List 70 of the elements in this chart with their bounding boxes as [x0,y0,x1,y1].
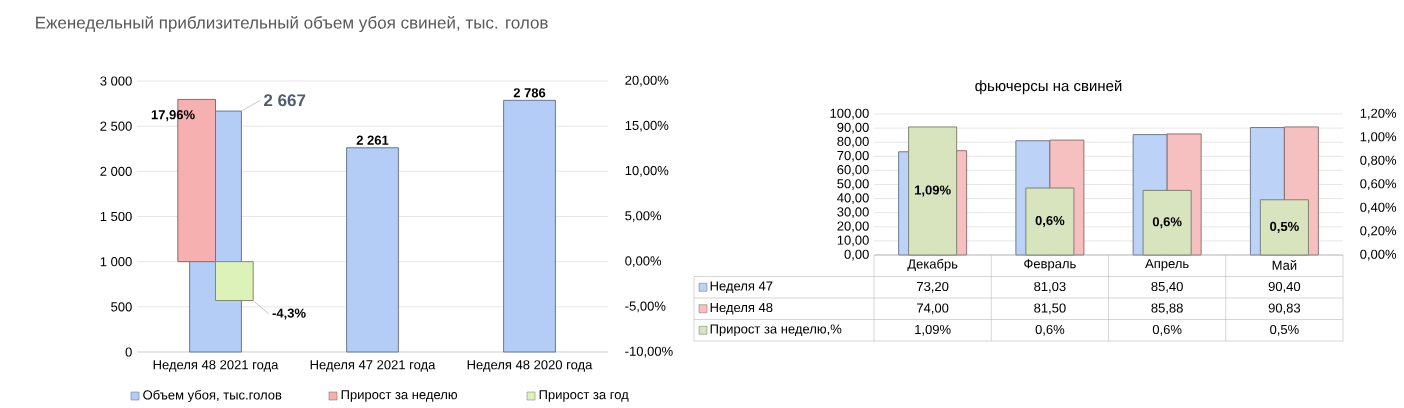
y-tick-label: 1 500 [100,211,132,222]
data-label: 90,83 [1268,303,1301,315]
y-tick-label: 1 000 [100,257,132,267]
y2-tick-label: 1,20% [1360,108,1397,120]
data-label: -4,3% [272,308,306,320]
legend-label: Объем убоя, тыс.голов [143,389,282,403]
text: 0,5% [1270,221,1299,233]
y-tick-label: 3 000 [100,76,132,86]
data-label: 90,40 [1268,281,1301,293]
y2-tick-label: 0,40% [1360,202,1397,214]
y2-tick-label: -5,00% [625,301,666,313]
text: 0,6% [1035,215,1065,228]
y-tick-label: 40,00 [837,193,869,204]
legend-label: Неделя 47 [710,281,773,294]
data-label: 0,5% [1270,324,1299,336]
bar [346,147,399,353]
legend-label: Неделя 48 [710,302,773,315]
data-label: 85,40 [1151,281,1183,293]
legend-label: Прирост за неделю,% [710,324,842,337]
chart-title: фьючерсы на свиней [975,79,1122,95]
data-label: 0,6% [1152,324,1182,336]
data-label: 85,88 [1151,303,1183,315]
y-tick-label: 90,00 [837,122,869,134]
y2-tick-label: 5,00% [625,211,662,222]
y2-tick-label: 0,00% [1360,249,1397,261]
y2-tick-label: 20,00% [625,75,669,87]
y2-tick-label: 0,00% [625,256,662,268]
y2-tick-label: 1,00% [1360,132,1397,143]
y-tick-label: 20,00 [837,221,869,233]
y-tick-label: 80,00 [837,136,869,148]
data-label: 0,6% [1035,324,1065,336]
y-tick-label: 500 [111,302,132,312]
y-tick-label: 70,00 [837,150,869,162]
legend-label: Прирост за неделю [341,390,458,402]
y-tick-label: 0,00 [844,249,869,261]
text: 0,6% [1152,217,1182,229]
data-label: 2 786 [513,88,546,98]
x-tick-label: Апрель [1145,259,1189,271]
data-label: 81,50 [1034,303,1066,315]
y-tick-label: 100,00 [830,108,869,120]
y-tick-label: 2 500 [100,121,132,131]
x-tick-label: Февраль [1024,259,1076,271]
y2-tick-label: 15,00% [625,120,669,132]
x-tick-label: Май [1272,260,1297,270]
y2-tick-label: 0,80% [1360,155,1397,167]
data-label: 74,00 [917,303,949,315]
chart-title: Еженедельный приблизительный объем убоя свиней, тыс. голов [36,15,548,33]
legend-label: Прирост за год [539,390,629,402]
data-label: 17,96% [151,110,195,122]
data-label: 73,20 [917,281,949,293]
data-label: 2 667 [264,94,306,107]
y2-tick-label: 0,60% [1360,179,1397,190]
data-label: 1,09% [915,324,951,336]
data-label: 2 261 [356,135,389,145]
y-tick-label: 50,00 [837,179,869,190]
x-tick-label: Декабрь [907,258,958,272]
data-label: 81,03 [1034,281,1066,293]
y-tick-label: 30,00 [837,207,869,219]
y-tick-label: 10,00 [837,235,869,247]
y2-tick-label: -10,00% [625,346,673,358]
y2-tick-label: 10,00% [625,165,669,177]
text: 1,09% [915,185,951,197]
y-tick-label: 0 [125,347,132,357]
bar [503,99,556,353]
x-tick-label: Неделя 47 2021 года [310,360,436,372]
x-tick-label: Неделя 48 2021 года [153,360,279,372]
x-tick-label: Неделя 48 2020 года [467,360,593,372]
y2-tick-label: 0,20% [1360,226,1397,237]
y-tick-label: 2 000 [100,166,132,176]
y-tick-label: 60,00 [837,165,869,176]
